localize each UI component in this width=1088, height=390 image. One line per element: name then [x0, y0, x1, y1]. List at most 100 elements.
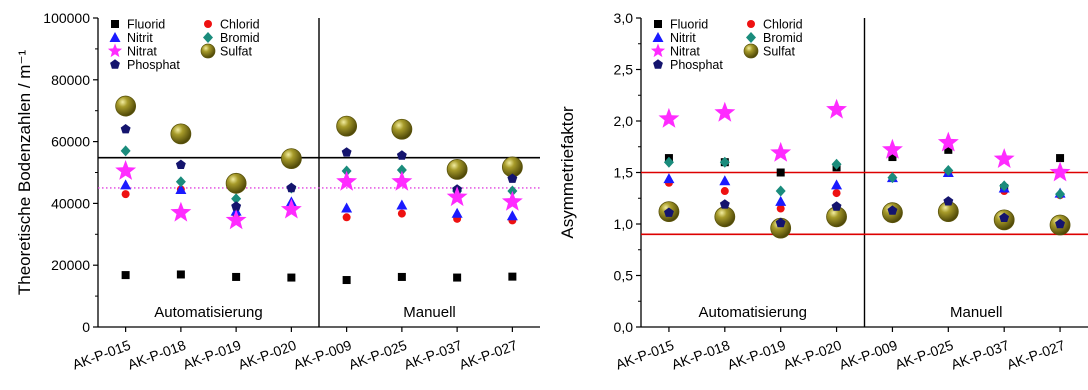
- data-point: [663, 156, 674, 168]
- data-point: [175, 176, 186, 188]
- data-point: [943, 164, 954, 176]
- group-label: Automatisierung: [699, 304, 807, 321]
- data-point: [336, 170, 358, 191]
- x-tick-label: AK-P-020: [781, 337, 844, 373]
- legend-label: Phosphat: [127, 58, 180, 72]
- series-fluorid: [121, 270, 517, 285]
- legend-item-phosphat: Phosphat: [110, 58, 180, 72]
- data-point: [231, 201, 242, 211]
- data-point: [993, 148, 1015, 168]
- data-point: [1049, 161, 1071, 182]
- y-tick-label: 100000: [43, 10, 90, 26]
- data-point: [280, 148, 302, 169]
- data-point: [280, 198, 302, 219]
- y-tick-label: 0: [82, 319, 90, 335]
- legend-marker: [743, 43, 759, 59]
- x-tick-label: AK-P-009: [291, 337, 354, 373]
- data-point: [121, 271, 130, 280]
- data-point: [501, 190, 523, 211]
- data-point: [170, 201, 192, 222]
- legend-item-phosphat: Phosphat: [653, 58, 723, 72]
- series-nitrat: [115, 160, 523, 230]
- data-point: [170, 123, 192, 145]
- legend-label: Chlorid: [763, 18, 803, 32]
- legend-label: Sulfat: [220, 45, 252, 59]
- data-point: [719, 156, 730, 168]
- series-nitrit: [120, 179, 518, 221]
- data-point: [391, 118, 413, 140]
- data-point: [451, 207, 463, 218]
- legend: Fluorid Chlorid Nitrit Bromid Nitrat Sulfat Ph…: [107, 18, 260, 72]
- y-tick-label: 0,5: [614, 268, 634, 284]
- group-label: Manuell: [403, 304, 456, 321]
- data-point: [1056, 154, 1065, 163]
- data-point: [120, 124, 131, 134]
- legend-marker: [747, 20, 755, 28]
- data-point: [714, 101, 736, 122]
- legend-label: Sulfat: [763, 45, 795, 59]
- data-point: [175, 159, 186, 169]
- data-point: [664, 207, 674, 217]
- x-tick-label: AK-P-019: [181, 337, 244, 373]
- legend-label: Phosphat: [670, 58, 723, 72]
- data-point: [446, 186, 468, 207]
- data-point: [120, 145, 131, 157]
- data-point: [336, 115, 358, 137]
- legend-marker: [204, 20, 212, 28]
- legend-label: Fluorid: [127, 18, 165, 32]
- data-point: [719, 199, 730, 209]
- y-tick-label: 20000: [51, 257, 90, 273]
- legend-item-bromid: Bromid: [203, 31, 260, 45]
- data-point: [831, 158, 842, 170]
- data-point: [397, 272, 406, 281]
- data-point: [342, 276, 351, 285]
- data-point: [1055, 218, 1065, 229]
- group-label: Manuell: [950, 304, 1003, 321]
- legend-item-bromid: Bromid: [746, 31, 803, 45]
- data-point: [507, 173, 518, 183]
- data-point: [396, 199, 408, 210]
- x-tick-label: AK-P-027: [457, 337, 520, 373]
- data-point: [888, 153, 897, 162]
- legend-label: Bromid: [763, 31, 803, 45]
- data-point: [508, 272, 517, 281]
- data-point: [937, 131, 959, 152]
- legend-label: Nitrit: [670, 31, 696, 45]
- legend-item-chlorid: Chlorid: [204, 18, 260, 32]
- data-point: [775, 195, 787, 206]
- x-tick-label: AK-P-018: [125, 337, 188, 373]
- data-point: [175, 183, 187, 194]
- legend-label: Nitrit: [127, 31, 153, 45]
- data-point: [397, 209, 406, 218]
- data-point: [775, 217, 786, 228]
- legend-label: Bromid: [220, 31, 260, 45]
- data-point: [776, 204, 785, 213]
- data-point: [120, 179, 132, 190]
- data-point: [115, 160, 137, 180]
- data-point: [882, 138, 903, 159]
- series-phosphat: [120, 124, 518, 211]
- chart-panel-1: 0 20000 40000 60000 80000 100000 Theoretische …: [15, 10, 540, 373]
- data-point: [944, 145, 953, 154]
- legend-label: Chlorid: [220, 18, 260, 32]
- y-tick-label: 3,0: [614, 10, 634, 26]
- series-nitrat: [658, 98, 1071, 182]
- data-point: [658, 107, 680, 128]
- data-point: [506, 210, 518, 221]
- data-point: [887, 172, 898, 184]
- x-tick-label: AK-P-025: [346, 337, 409, 373]
- legend-marker: [653, 59, 663, 69]
- legend-marker: [110, 59, 120, 69]
- data-point: [391, 170, 413, 191]
- data-point: [225, 209, 247, 230]
- legend-label: Nitrat: [670, 45, 700, 59]
- legend-marker: [746, 32, 756, 43]
- data-point: [176, 270, 185, 279]
- y-tick-label: 2,5: [614, 62, 634, 78]
- data-point: [714, 206, 736, 228]
- y-tick-label: 0,0: [614, 319, 634, 335]
- data-point: [231, 193, 242, 205]
- x-tick-label: AK-P-019: [725, 337, 788, 373]
- data-point: [943, 196, 954, 206]
- y-tick-label: 80000: [51, 72, 90, 88]
